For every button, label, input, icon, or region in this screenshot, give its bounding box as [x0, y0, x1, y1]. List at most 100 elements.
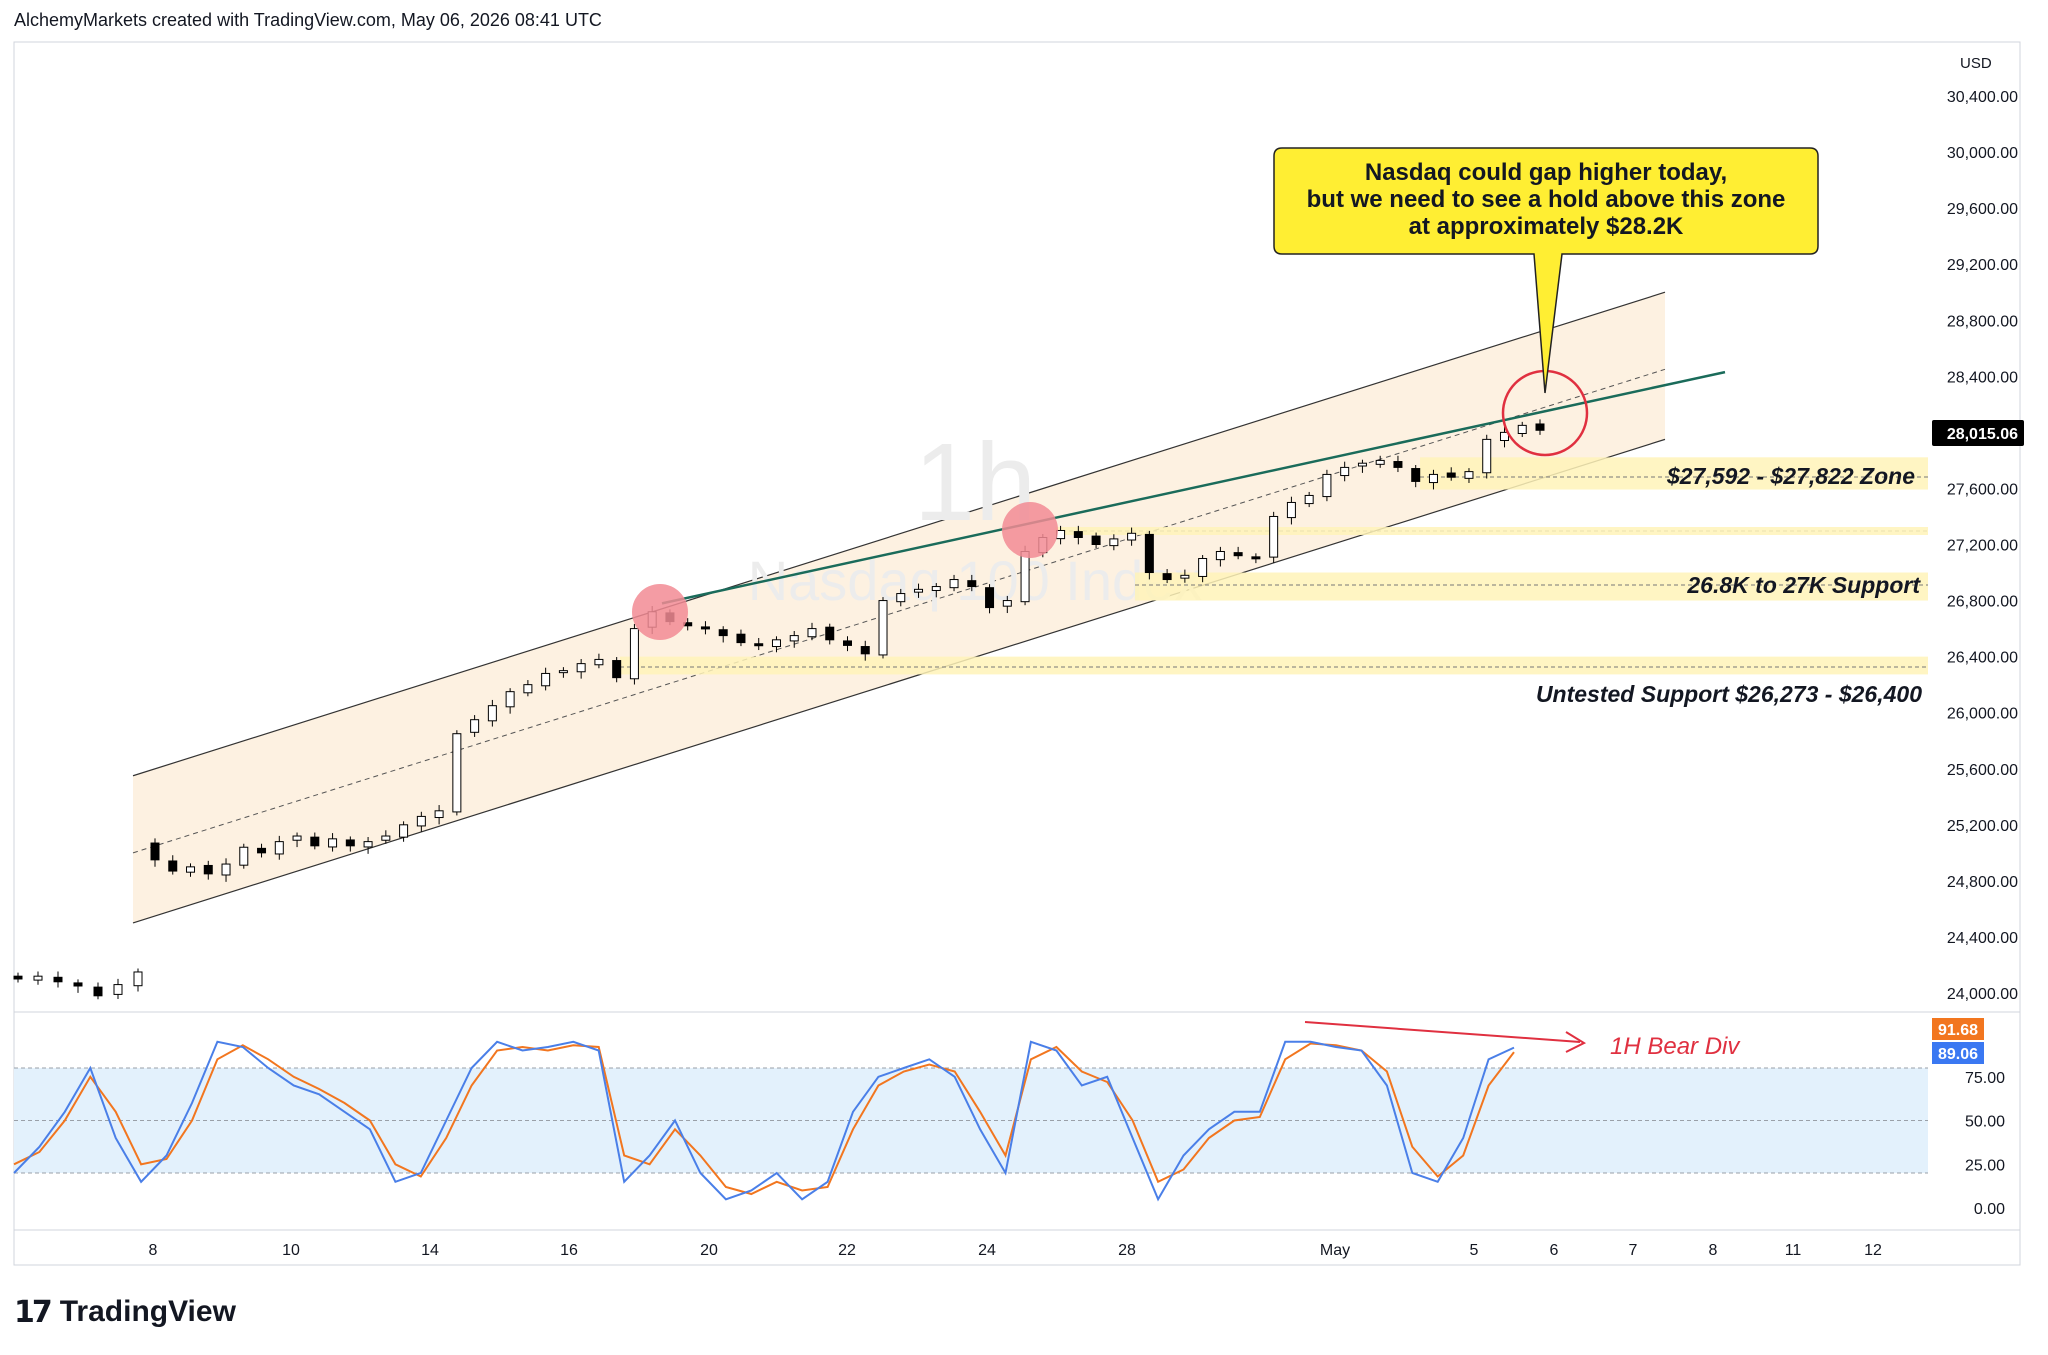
candle-body [594, 658, 604, 666]
currency-label: USD [1960, 55, 1992, 72]
time-tick-label: 11 [1785, 1242, 1802, 1259]
time-tick-label: 5 [1470, 1242, 1479, 1259]
price-tick-label: 28,800.00 [1947, 313, 2018, 330]
time-tick-label: 10 [282, 1242, 300, 1259]
stoch-k-tag [1932, 1018, 1984, 1040]
candle-body [381, 835, 391, 841]
candle-body [1269, 515, 1279, 558]
time-tick-label: 28 [1118, 1242, 1136, 1259]
candle-body [150, 842, 160, 861]
candles-group [13, 419, 1545, 1000]
resistance-trendline [661, 370, 1726, 605]
zone-mid-fill [1135, 572, 1928, 601]
candle-body [168, 860, 178, 872]
candle-body [505, 691, 515, 708]
zone-272k-fill [1055, 527, 1928, 535]
candle-body [896, 593, 906, 603]
candle-body [53, 976, 63, 983]
candle-body [1517, 424, 1527, 434]
candle-body [274, 841, 284, 855]
price-tick-label: 26,800.00 [1947, 594, 2018, 611]
candle-body [949, 579, 959, 589]
candle-body [700, 626, 710, 630]
zone-lower-fill [620, 656, 1928, 675]
price-tick-label: 26,000.00 [1947, 706, 2018, 723]
candle-body [1393, 461, 1403, 468]
candle-body [310, 836, 320, 847]
candle-body [399, 824, 409, 838]
candle-body [292, 835, 302, 841]
price-tick-label: 28,400.00 [1947, 369, 2018, 386]
candle-body [363, 841, 373, 848]
candle-body [612, 660, 622, 679]
stoch-d-line [13, 1042, 1515, 1196]
chart-credit: AlchemyMarkets created with TradingView.… [14, 10, 602, 30]
candle-body [754, 643, 764, 647]
candle-body [416, 815, 426, 827]
time-tick-label: 8 [149, 1242, 158, 1259]
stoch-d-value: 89.06 [1938, 1046, 1978, 1063]
candle-body [558, 670, 568, 674]
candle-body [931, 586, 941, 591]
candle-body [1233, 552, 1243, 557]
candle-body [470, 719, 480, 733]
candle-body [1535, 423, 1545, 431]
candle-body [487, 705, 497, 722]
tradingview-wordmark: TradingView [59, 1295, 236, 1328]
stoch-d-tag [1932, 1042, 1984, 1064]
candle-body [825, 626, 835, 641]
zone-upper-label: $27,592 - $27,822 Zone [1666, 463, 1915, 489]
candle-body [629, 628, 639, 680]
candle-body [1198, 558, 1208, 577]
candle-body [1340, 466, 1350, 477]
osc-tick-label: 50.00 [1965, 1114, 2005, 1131]
candle-body [239, 846, 249, 866]
time-tick-label: 16 [560, 1242, 578, 1259]
divergence-label: 1H Bear Div [1610, 1033, 1741, 1060]
candle-body [718, 629, 728, 637]
tradingview-logo[interactable]: 17 TradingView [14, 1295, 236, 1330]
candle-body [113, 984, 123, 995]
osc-tick-label: 75.00 [1965, 1070, 2005, 1087]
callout-bubble [1273, 147, 1819, 394]
candle-body [328, 838, 338, 848]
channel-lower-line [132, 438, 1666, 924]
price-tick-label: 24,400.00 [1947, 930, 2018, 947]
price-tick-label: 30,000.00 [1947, 145, 2018, 162]
candle-body [1357, 462, 1367, 467]
callout-group: Nasdaq could gap higher today,but we nee… [1273, 147, 1819, 394]
candle-body [257, 847, 267, 854]
osc-tick-label: 0.00 [1974, 1201, 2005, 1218]
candle-body [1109, 538, 1119, 547]
candle-body [1127, 532, 1137, 541]
time-tick-label: May [1320, 1242, 1350, 1259]
candle-body [452, 733, 462, 813]
candle-body [789, 635, 799, 642]
candle-body [576, 663, 586, 673]
candle-body [985, 587, 995, 609]
candle-body [186, 866, 196, 873]
candle-body [843, 640, 852, 646]
candle-body [1464, 471, 1474, 479]
price-tick-label: 27,600.00 [1947, 481, 2018, 498]
price-tick-label: 29,200.00 [1947, 257, 2018, 274]
last-price-label: 28,015.06 [1947, 426, 2018, 443]
trend-channel-fill [133, 292, 1665, 923]
candle-body [1428, 473, 1438, 484]
price-tick-label: 24,000.00 [1947, 986, 2018, 1003]
price-tick-label: 25,200.00 [1947, 818, 2018, 835]
candle-body [1073, 531, 1083, 538]
callout-text-line: at approximately $28.2K [1409, 213, 1684, 240]
channel-upper-line [132, 291, 1666, 777]
price-tick-label: 29,600.00 [1947, 201, 2018, 218]
candle-body [771, 639, 781, 648]
zone-lower-label: Untested Support $26,273 - $26,400 [1536, 681, 1922, 707]
candle-body [1499, 431, 1509, 442]
candle-body [1304, 494, 1314, 505]
candle-body [736, 633, 746, 644]
stoch-k-value: 91.68 [1938, 1022, 1978, 1039]
candle-body [1286, 501, 1296, 519]
candle-body [1251, 556, 1261, 560]
price-tick-label: 27,200.00 [1947, 538, 2018, 555]
